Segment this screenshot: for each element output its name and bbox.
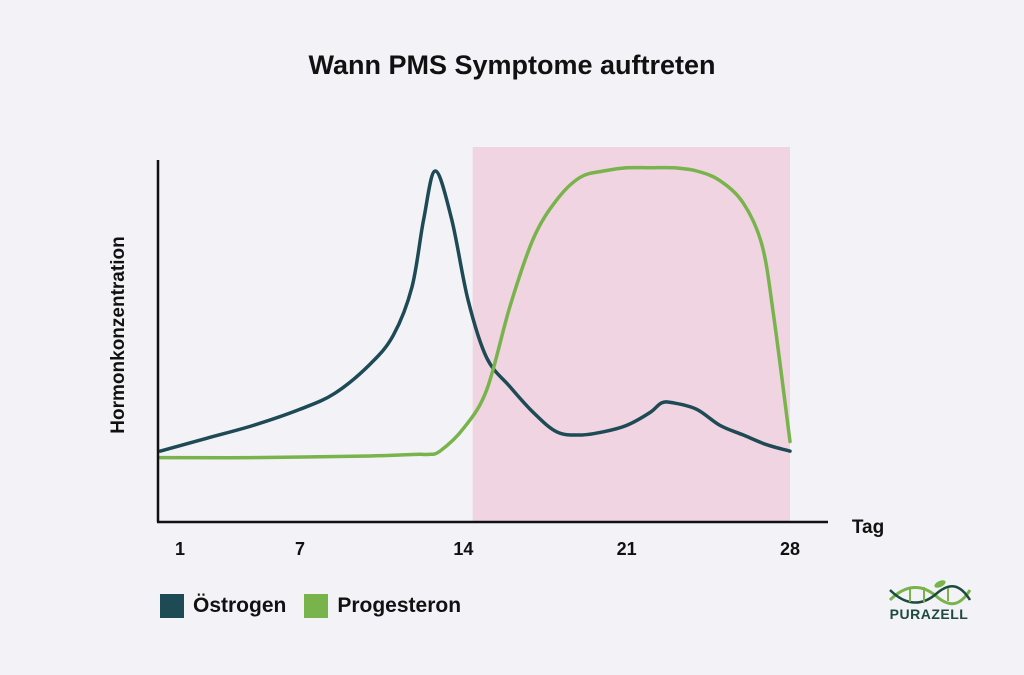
legend-label-oestrogen: Östrogen bbox=[193, 594, 287, 617]
legend-swatch-oestrogen bbox=[160, 594, 184, 618]
x-tick-label: 1 bbox=[175, 539, 185, 559]
logo-wordmark: PURAZELL bbox=[889, 606, 969, 622]
x-tick-label: 14 bbox=[453, 539, 473, 559]
series-layer bbox=[158, 165, 792, 460]
y-axis-label: Hormonkonzentration bbox=[108, 236, 129, 433]
pms-region-layer bbox=[472, 147, 790, 522]
legend-item-oestrogen[interactable]: Östrogen bbox=[160, 594, 286, 618]
legend-item-progesteron[interactable]: Progesteron bbox=[304, 594, 461, 618]
series-line-progesteron bbox=[158, 165, 792, 460]
series-line-oestrogen bbox=[158, 169, 792, 453]
x-tick-label: 21 bbox=[617, 539, 637, 559]
x-axis-label: Tag bbox=[852, 517, 884, 538]
tick-label-layer: 1 7 14 21 28 bbox=[175, 539, 800, 559]
axes-layer bbox=[156, 160, 828, 524]
dna-leaf-icon bbox=[888, 580, 972, 606]
legend-swatch-progesteron bbox=[304, 594, 329, 618]
pms-shaded-region bbox=[472, 147, 790, 522]
chart-legend: Östrogen Progesteron bbox=[160, 594, 461, 618]
x-tick-label: 28 bbox=[780, 539, 800, 559]
purazell-logo: PURAZELL bbox=[884, 580, 974, 628]
chart-title: Wann PMS Symptome auftreten bbox=[308, 50, 716, 80]
x-tick-label: 7 bbox=[295, 539, 305, 559]
legend-label-progesteron: Progesteron bbox=[337, 594, 462, 617]
